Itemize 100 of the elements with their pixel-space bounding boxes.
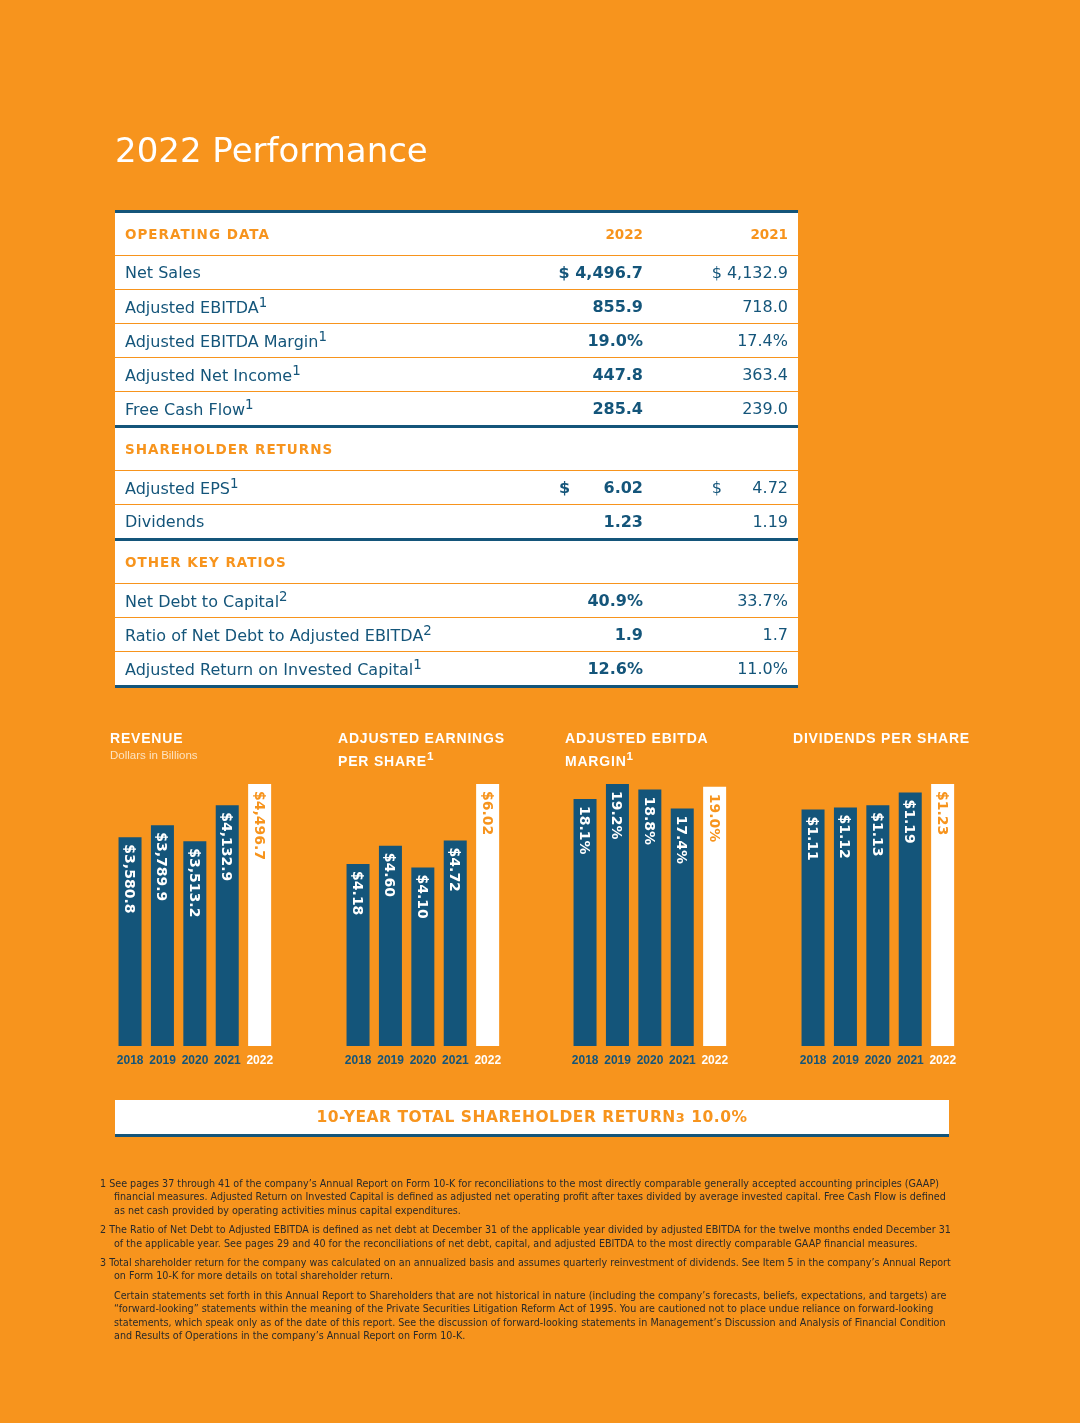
series-label: 2022 [604, 226, 643, 242]
bar [931, 784, 955, 1046]
bar [346, 864, 370, 1046]
data-label: $ 4,496.7 [557, 263, 643, 282]
data-label: 19.0% [586, 331, 643, 350]
data-label: $3,580.8 [122, 844, 139, 914]
data-label: 447.8 [591, 365, 643, 384]
chart-title: DIVIDENDS PER SHARE [793, 730, 971, 747]
data-label: 718.0 [741, 297, 788, 316]
data-label: $4,132.9 [219, 812, 236, 882]
data-label: 1.9 [613, 625, 643, 644]
data-label: 18.1% [577, 806, 594, 855]
data-label: $ 4.72 [710, 478, 788, 497]
x-tick-label: 2020 [864, 1053, 892, 1067]
x-tick-label: 2022 [246, 1053, 274, 1067]
data-label: $4.60 [382, 852, 399, 898]
category-label: Ratio of Net Debt to Adjusted EBITDA$^{2}$ [125, 623, 433, 646]
category-label: Dividends [125, 512, 206, 531]
data-label: 855.9 [591, 297, 643, 316]
data-label: 17.4% [674, 815, 691, 865]
text: 1 See pages 37 through 41 of the company’s Annual Report on Form 10-K for reconciliations to the most directly comparable generally accepted accounting principles (GAAP) financial measures. Adjusted Return on Invested Capital is defined as adjusted net operating profit after taxes divided by average invested capital. Free Cash Flow is defined as net cash provided by operating activities minus capital expenditures. [100, 1177, 947, 1218]
x-tick-label: 2018 [799, 1053, 827, 1067]
x-tick-label: 2022 [929, 1053, 957, 1067]
text: Certain statements set forth in this Annual Report to Shareholders that are not historical in nature (including the company’s forecasts, beliefs, expectations, and targets) are “forward-looking” statements within the meaning of the Private Securities Litigation Reform Act of 1995. You are cautioned not to place undue reliance on forward-looking statements, which speak only as of the date of this report. See the discussion of forward-looking statements in Management’s Discussion and Analysis of Financial Condition and Results of Operations in the company’s Annual Report on Form 10-K. [113, 1288, 948, 1343]
x-tick-label: 2019 [832, 1053, 860, 1067]
data-label: $4.18 [350, 871, 367, 916]
x-tick-label: 2020 [636, 1053, 664, 1067]
bar [411, 867, 435, 1046]
data-label: $1.11 [805, 816, 822, 861]
data-label: 33.7% [736, 591, 788, 610]
category-label: Adjusted Return on Invested Capital$^{1}$ [125, 657, 423, 680]
data-label: 19.2% [609, 791, 626, 840]
data-label: $ 6.02 [557, 478, 643, 497]
data-label: $ 4,132.9 [710, 263, 788, 282]
data-label: $1.13 [869, 812, 886, 857]
category-label: Free Cash Flow$^{1}$ [125, 397, 255, 420]
bar [476, 784, 500, 1046]
bar [443, 840, 467, 1046]
bar [833, 807, 857, 1046]
data-label: 17.4% [736, 331, 788, 350]
bar [150, 825, 174, 1046]
bar [866, 805, 890, 1046]
data-label: $1.12 [837, 814, 854, 859]
x-tick-label: 2019 [604, 1053, 632, 1067]
bar [215, 805, 239, 1046]
text: 3 Total shareholder return for the company was calculated on an annualized basis and assumes quarterly reinvestment of dividends. See Item 5 in the company’s Annual Report on Form 10-K for more details on total shareholder return. [100, 1256, 952, 1283]
data-label: 19.0% [706, 793, 723, 843]
category-label: OTHER KEY RATIOS [125, 554, 288, 570]
bar [703, 786, 727, 1046]
x-tick-label: 2022 [474, 1053, 502, 1067]
data-label: 1.23 [602, 512, 643, 531]
data-label: $1.19 [902, 799, 919, 844]
data-label: 285.4 [591, 399, 643, 418]
data-label: 1.7 [761, 625, 788, 644]
x-tick-label: 2019 [377, 1053, 405, 1067]
x-tick-label: 2020 [409, 1053, 437, 1067]
data-label: 239.0 [741, 399, 788, 418]
x-tick-label: 2018 [116, 1053, 144, 1067]
bar [248, 784, 272, 1046]
data-label: 12.6% [586, 659, 643, 678]
chart-title: ADJUSTED EBITDA MARGIN$^{1}$ [565, 730, 709, 770]
chart-title: ADJUSTED EARNINGS PER SHARE$^{1}$ [338, 730, 506, 770]
category-label: Adjusted EBITDA$^{1}$ [125, 295, 269, 318]
data-label: 11.0% [736, 659, 788, 678]
x-tick-label: 2021 [897, 1053, 925, 1067]
data-label: $4,496.7 [251, 791, 268, 861]
data-label: 18.8% [641, 796, 658, 846]
bar [801, 809, 825, 1046]
data-label: 40.9% [586, 591, 643, 610]
bar [378, 845, 402, 1046]
bar [573, 799, 597, 1046]
chart-subtitle: Dollars in Billions [110, 748, 199, 763]
text: 2021 [749, 226, 788, 242]
category-label: Net Sales [125, 263, 202, 282]
data-label: $6.02 [479, 791, 496, 836]
bar [898, 792, 922, 1046]
x-tick-label: 2021 [214, 1053, 242, 1067]
category-label: Net Debt to Capital$^{2}$ [125, 589, 289, 612]
text: 2 The Ratio of Net Debt to Adjusted EBITDA is defined as net debt at December 31 of the applicable year divided by adjusted EBITDA for the twelve months ended December 31 of the applicable year. See pages 29 and 40 for the reconciliations of net debt, capital, and adjusted EBITDA to the most directly comparable GAAP financial measures. [100, 1223, 952, 1251]
category-label: Adjusted Net Income$^{1}$ [125, 363, 302, 386]
category-label: OPERATING DATA [125, 226, 271, 242]
category-label: SHAREHOLDER RETURNS [125, 441, 335, 457]
data-label: $3,513.2 [186, 848, 203, 918]
x-tick-label: 2021 [669, 1053, 697, 1067]
bar [605, 784, 629, 1046]
x-tick-label: 2018 [344, 1053, 372, 1067]
category-label: Adjusted EPS$^{1}$ [125, 476, 240, 499]
x-tick-label: 2018 [571, 1053, 599, 1067]
x-tick-label: 2022 [701, 1053, 729, 1067]
data-label: $1.23 [934, 791, 951, 836]
text: 2022 Performance [115, 130, 429, 170]
data-label: $4.10 [414, 874, 431, 920]
bar [638, 789, 662, 1046]
data-label: 1.19 [751, 512, 788, 531]
data-label: $4.72 [447, 847, 464, 892]
chart-title: REVENUE [110, 730, 185, 747]
bar [118, 837, 142, 1046]
data-label: $3,789.9 [154, 832, 171, 902]
x-tick-label: 2019 [149, 1053, 177, 1067]
data-label: 363.4 [741, 365, 788, 384]
